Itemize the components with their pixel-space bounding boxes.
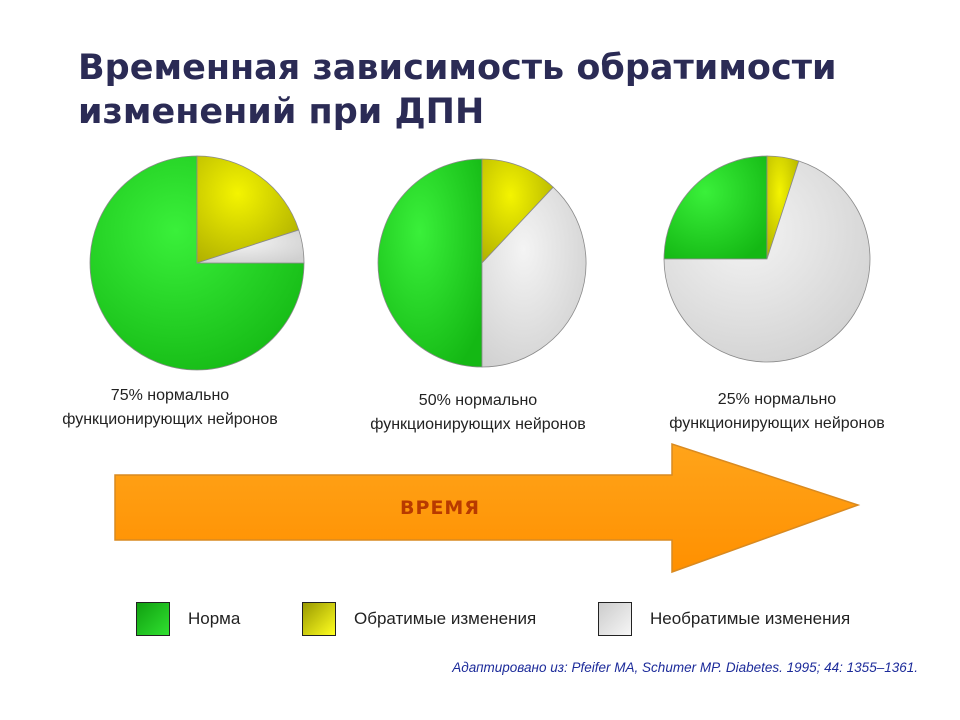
pie-caption-3-line2: функционирующих нейронов <box>669 415 885 432</box>
pie-caption-3-line1: 25% нормально <box>717 391 837 408</box>
pie-1-slice-reversible <box>196 155 300 264</box>
legend-label-norm: Норма <box>188 609 241 628</box>
page-title-line2: изменений при ДПН <box>78 92 485 132</box>
page-title: Временная зависимость обратимости измене… <box>78 46 898 134</box>
legend-label-reversible: Обратимые изменения <box>354 609 537 628</box>
time-arrow-label: ВРЕМЯ <box>400 497 480 519</box>
pie-caption-1: 75% нормально функционирующих нейронов <box>20 384 320 432</box>
page-title-line1: Временная зависимость обратимости <box>78 48 837 88</box>
pie-caption-1-line1: 75% нормально <box>110 387 230 404</box>
pie-3-slice-irreversible <box>663 160 871 363</box>
legend-item-norm: Норма <box>136 601 240 637</box>
pie-2-slice-irreversible <box>481 186 587 368</box>
pie-caption-1-line2: функционирующих нейронов <box>62 411 278 428</box>
time-arrow <box>114 442 861 574</box>
pie-3-slice-norm <box>663 155 768 260</box>
legend-item-irreversible: Необратимые изменения <box>598 601 850 637</box>
pie-caption-3: 25% нормально функционирующих нейронов <box>627 388 927 436</box>
legend-label-irreversible: Необратимые изменения <box>650 609 851 628</box>
pie-2-slice-reversible <box>481 158 554 265</box>
source-citation: Адаптировано из: Pfeifer MA, Schumer MP.… <box>452 660 918 675</box>
pie-3 <box>663 155 871 363</box>
pie-1-slice-norm <box>89 155 305 371</box>
pie-2 <box>377 158 587 368</box>
legend-item-reversible: Обратимые изменения <box>302 601 536 637</box>
pie-caption-2: 50% нормально функционирующих нейронов <box>328 389 628 437</box>
gray-swatch-icon <box>598 602 632 636</box>
green-swatch-icon <box>136 602 170 636</box>
pie-1 <box>89 155 305 371</box>
pie-caption-2-line2: функционирующих нейронов <box>370 416 586 433</box>
yellow-swatch-icon <box>302 602 336 636</box>
pie-2-slice-norm <box>377 158 483 368</box>
pie-caption-2-line1: 50% нормально <box>418 392 538 409</box>
pie-1-slice-irreversible <box>196 229 305 264</box>
